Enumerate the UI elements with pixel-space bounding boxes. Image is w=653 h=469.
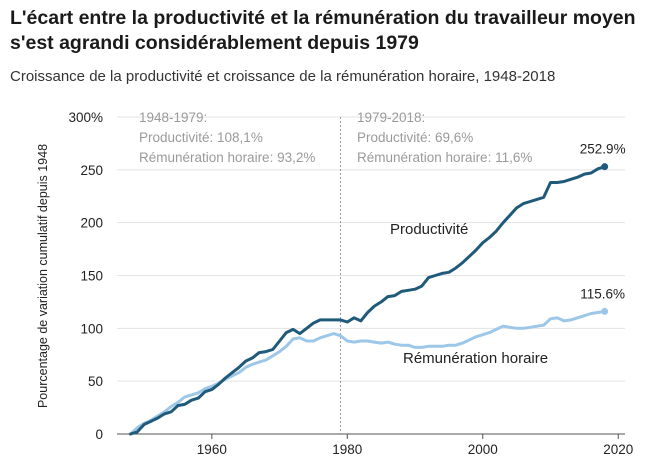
y-tick-label: 300%	[68, 110, 103, 125]
y-tick-label: 0	[95, 427, 103, 442]
annotation-period1-line: Rémunération horaire: 93,2%	[139, 150, 315, 165]
series-end-label-1: 115.6%	[580, 286, 625, 301]
annotation-period2-line: Rémunération horaire: 11,6%	[357, 150, 532, 165]
series-label-0: Productivité	[390, 221, 468, 238]
series-line-1	[129, 309, 607, 436]
annotation-period1-line: Productivité: 108,1%	[139, 130, 263, 145]
series-line-0	[129, 165, 607, 436]
x-tick-label: 2020	[603, 442, 633, 457]
period-annotations: 1948-1979: Productivité: 108,1% Rémunérati…	[139, 110, 532, 165]
y-tick-label: 250	[80, 163, 103, 178]
series-end-label-0: 252.9%	[580, 142, 626, 157]
x-tick-label: 2000	[468, 442, 498, 457]
series-label-1: Rémunération horaire	[403, 350, 548, 367]
x-axis-ticks: 1960 1980 2000 2020	[197, 434, 633, 457]
y-tick-label: 150	[80, 269, 103, 284]
x-tick-label: 1980	[332, 442, 362, 457]
annotation-period1-line: 1948-1979:	[139, 110, 207, 125]
y-tick-label: 50	[88, 374, 103, 389]
annotation-period2-line: Productivité: 69,6%	[357, 130, 473, 145]
grid-lines	[117, 116, 625, 435]
series-lines: 115.6% Rémunération horaire 252.9% Producti…	[129, 142, 626, 436]
y-axis-ticks: 0 50 100 150 200 250 300%	[68, 110, 103, 442]
x-tick-label: 1960	[197, 442, 227, 457]
y-axis-label: Pourcentage de variation cumulatif depui…	[36, 144, 50, 408]
series-end-point-1	[601, 307, 609, 315]
chart-title: L'écart entre la productivité et la rému…	[10, 7, 636, 54]
y-tick-label: 200	[80, 216, 103, 231]
series-end-point-0	[601, 163, 609, 171]
y-tick-label: 100	[80, 321, 103, 336]
annotation-period2-line: 1979-2018:	[357, 110, 425, 125]
chart-subtitle: Croissance de la productivité et croissa…	[10, 68, 556, 85]
